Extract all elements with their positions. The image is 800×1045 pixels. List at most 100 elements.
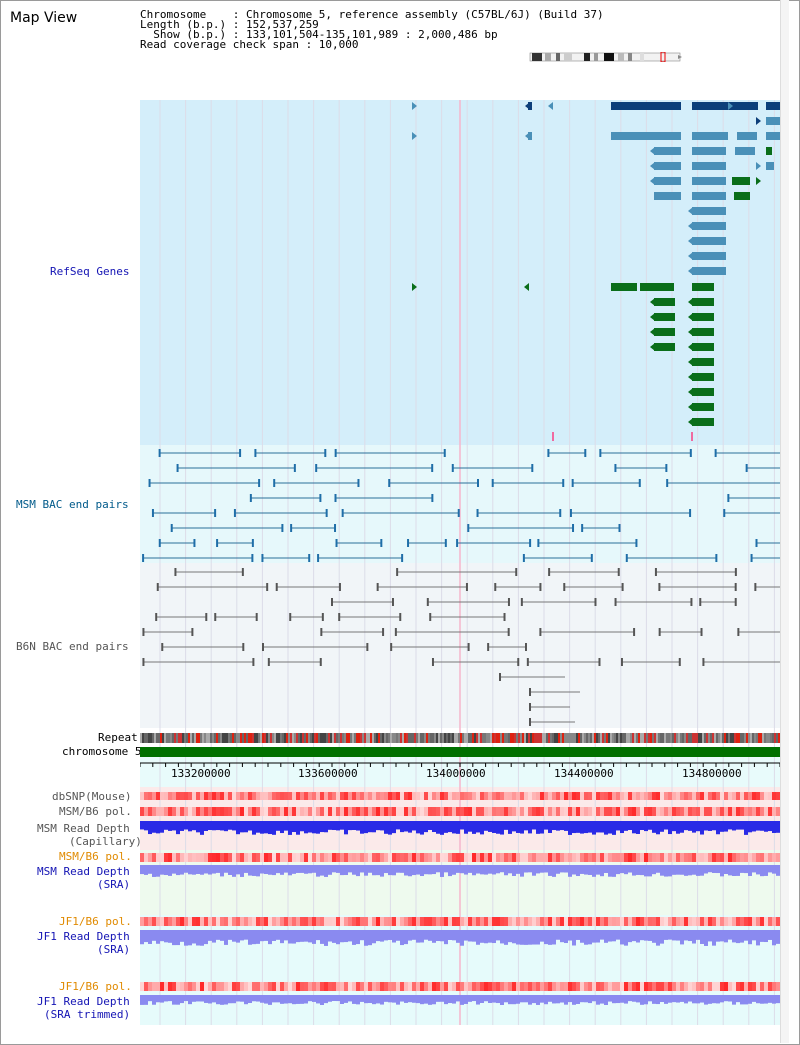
jf1-b6-pol-cell	[228, 917, 232, 926]
jf1-depth-trim-bar	[392, 995, 396, 1003]
jf1-b6-pol-cell	[208, 917, 212, 926]
dbsnp-cell	[620, 792, 624, 800]
jf1-depth-trim-bar	[312, 995, 316, 1002]
dbsnp-cell	[212, 792, 216, 800]
right-scroll-strip[interactable]	[780, 0, 789, 1043]
msm-depth-sra-bar	[324, 865, 328, 877]
msm-b6-pol-cell	[464, 807, 468, 816]
gene-arrow	[688, 207, 693, 215]
msm-depth-sra-bar	[212, 865, 216, 874]
msm-b6-pol2-cell	[556, 853, 560, 862]
msm-b6-pol2-cell	[376, 853, 380, 862]
jf1-b6-pol-cell	[744, 917, 748, 926]
msm-depth-capillary-bar	[184, 821, 188, 830]
repeat-block	[410, 733, 412, 743]
msm-depth-capillary-bar	[704, 821, 708, 831]
jf1-depth-sra-bar	[408, 930, 412, 941]
dbsnp-cell	[428, 792, 432, 800]
msm-b6-pol2-cell	[632, 853, 636, 862]
repeat-block	[692, 733, 694, 743]
repeat-block	[522, 733, 524, 743]
repeat-block	[404, 733, 406, 743]
msm-depth-sra-bar	[676, 865, 680, 875]
msm-b6-pol-cell	[584, 807, 588, 816]
refseq-genes-label[interactable]: RefSeq Genes	[50, 265, 130, 278]
jf1-b6-pol-cell	[676, 917, 680, 926]
jf1-b6-pol2-cell	[424, 982, 428, 991]
msm-depth-sra-bar	[660, 865, 664, 876]
dbsnp-cell	[596, 792, 600, 800]
jf1-depth-sra-bar	[612, 930, 616, 942]
repeat-block	[706, 733, 708, 743]
msm-depth-capillary-bar	[216, 821, 220, 831]
dbsnp-cell	[644, 792, 648, 800]
msm-depth-sra-bar	[620, 865, 624, 874]
jf1-b6-pol-cell	[740, 917, 744, 926]
repeat-block	[530, 733, 532, 743]
dbsnp-cell	[396, 792, 400, 800]
msm-b6-pol2-cell	[484, 853, 488, 862]
jf1-b6-pol-cell	[236, 917, 240, 926]
msm-b6-pol-cell	[268, 807, 272, 816]
dbsnp-cell	[692, 792, 696, 800]
msm-depth-sra-bar	[164, 865, 168, 876]
b6n-bac-end-pairs-label[interactable]: B6N BAC end pairs	[16, 640, 129, 653]
msm-b6-pol2-cell	[608, 853, 612, 862]
repeat-block	[298, 733, 300, 743]
jf1-b6-pol-cell	[380, 917, 384, 926]
msm-depth-sra-bar	[668, 865, 672, 877]
msm-bac-end-pairs-label[interactable]: MSM BAC end pairs	[16, 498, 129, 511]
jf1-depth-sra-bar	[668, 930, 672, 940]
jf1-depth-sra-bar	[704, 930, 708, 946]
jf1-b6-pol2-cell	[372, 982, 376, 991]
dbsnp-cell	[156, 792, 160, 800]
repeat-block	[654, 733, 656, 743]
jf1-b6-pol-cell	[224, 917, 228, 926]
jf1-b6-pol2-cell	[472, 982, 476, 991]
jf1-depth-sra-bar	[776, 930, 780, 944]
repeat-block	[746, 733, 748, 743]
msm-depth-capillary-bar	[168, 821, 172, 831]
msm-depth-sra-bar	[756, 865, 760, 875]
dbsnp-cell	[356, 792, 360, 800]
repeat-block	[356, 733, 358, 743]
jf1-depth-trim-bar	[404, 995, 408, 1003]
genome-browser-canvas[interactable]	[140, 95, 780, 1025]
jf1-depth-sra-bar	[692, 930, 696, 944]
msm-depth-capillary-bar	[776, 821, 780, 833]
msm-b6-pol2-cell	[564, 853, 568, 862]
dbsnp-cell	[232, 792, 236, 800]
msm-depth-capillary-bar	[652, 821, 656, 833]
jf1-depth-sra-bar	[676, 930, 680, 941]
jf1-depth-trim-bar	[160, 995, 164, 1003]
jf1-b6-pol-cell	[272, 917, 276, 926]
repeat-block	[360, 733, 362, 743]
jf1-b6-pol2-cell	[260, 982, 264, 991]
msm-depth-capillary-bar	[564, 821, 568, 831]
jf1-depth-sra-bar	[608, 930, 612, 942]
msm-b6-pol-cell	[696, 807, 700, 816]
dbsnp-cell	[284, 792, 288, 800]
jf1-depth-trim-bar	[640, 995, 644, 1005]
jf1-depth-sra-bar	[168, 930, 172, 943]
jf1-b6-pol2-cell	[740, 982, 744, 991]
jf1-b6-pol2-cell	[500, 982, 504, 991]
jf1-b6-pol-cell	[320, 917, 324, 926]
msm-depth-sra-bar	[608, 865, 612, 877]
msm-b6-pol2-cell	[380, 853, 384, 862]
repeat-block	[328, 733, 330, 743]
repeat-block	[690, 733, 692, 743]
dbsnp-cell	[240, 792, 244, 800]
jf1-b6-pol-cell	[332, 917, 336, 926]
chromosome-ideogram[interactable]	[528, 52, 683, 62]
jf1-depth-sra-bar	[524, 930, 528, 945]
jf1-depth-trim-bar	[328, 995, 332, 1002]
msm-b6-pol2-cell	[216, 853, 220, 862]
jf1-depth-sra-bar	[740, 930, 744, 943]
jf1-depth-sra-bar	[200, 930, 204, 946]
jf1-b6-pol-cell	[660, 917, 664, 926]
jf1-b6-pol-cell	[532, 917, 536, 926]
jf1-depth-trim-bar	[604, 995, 608, 1005]
msm-b6-pol-cell	[400, 807, 404, 816]
repeat-block	[600, 733, 602, 743]
